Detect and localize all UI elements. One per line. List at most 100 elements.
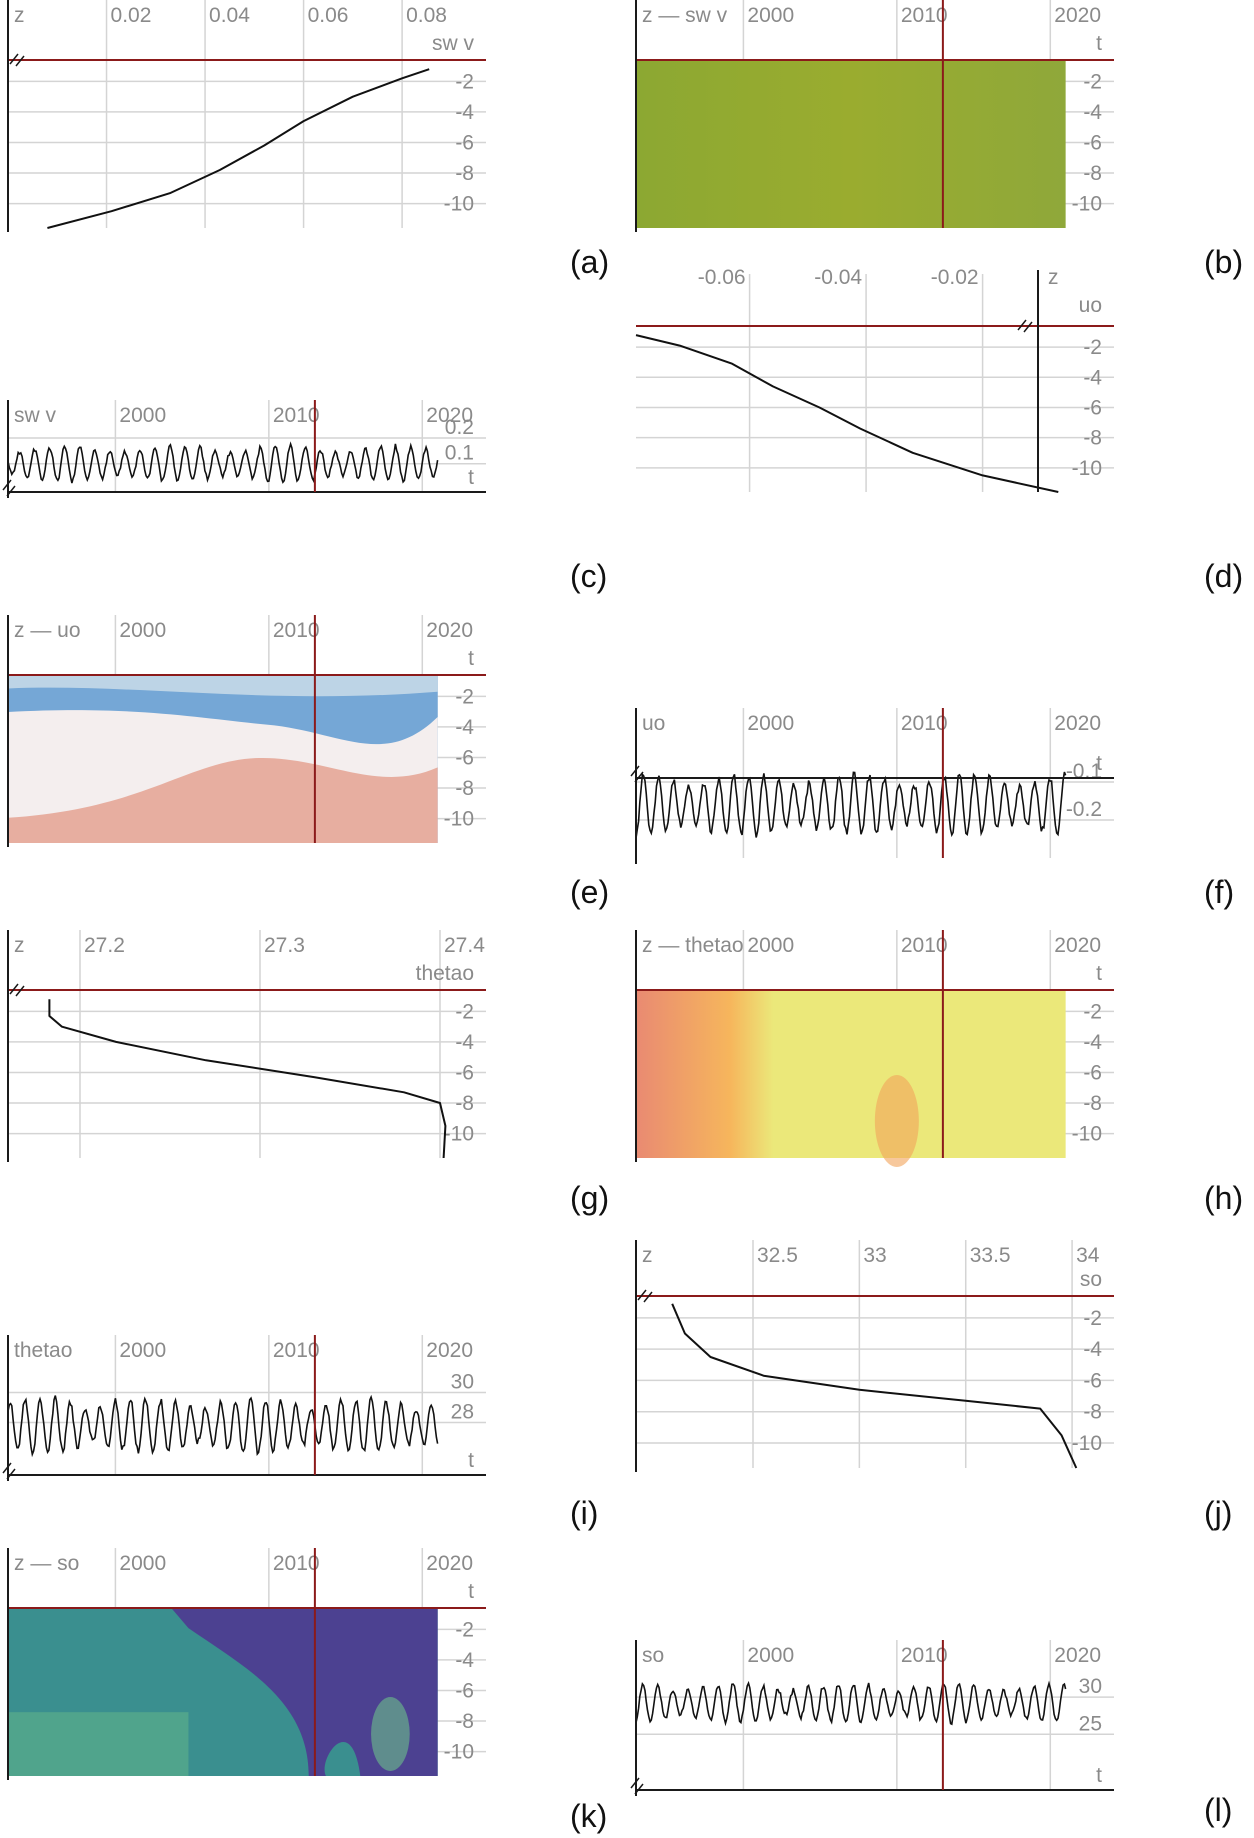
y-tick-label: -10 bbox=[1072, 193, 1102, 216]
panel-j: 32.5 33 33.5 34 -2 -4 -6 -8 -10 z so (j) bbox=[636, 1240, 1236, 1545]
chart-k: 2000 2010 2020-2-4-6-8-10z — sot bbox=[8, 1548, 588, 1838]
y-tick-label: -2 bbox=[1083, 1307, 1102, 1330]
y-tick-label: -4 bbox=[455, 1031, 474, 1054]
x-tick-label: -0.06 bbox=[698, 266, 746, 289]
y-tick-label: -6 bbox=[455, 131, 474, 154]
panel-i: 2000 2010 2020 30 28 thetao t (i) bbox=[8, 1335, 588, 1545]
panel-e: 2000 2010 2020 -2 -4 -6 -8 -10 z — uo t (e) bbox=[8, 615, 588, 915]
y-tick-label: -6 bbox=[1083, 131, 1102, 154]
y-tick-label: -10 bbox=[444, 193, 474, 216]
y-tick-label: -2 bbox=[1083, 336, 1102, 359]
x-tick-label: 33.5 bbox=[970, 1244, 1011, 1267]
heatmap-green-region bbox=[371, 1697, 410, 1771]
chart-title: z bbox=[14, 934, 25, 957]
y-tick-label: -6 bbox=[455, 1061, 474, 1084]
x-tick-label: 0.02 bbox=[111, 4, 152, 27]
y-tick-label: -6 bbox=[455, 746, 474, 769]
panel-letter: (k) bbox=[570, 1798, 607, 1835]
panel-b: 2000 2010 2020 -2 -4 -6 -8 -10 z — sw vt (b) bbox=[636, 0, 1236, 270]
chart-title: z bbox=[14, 4, 25, 27]
x-tick-label: 2020 bbox=[426, 1552, 473, 1575]
chart-title: sw v bbox=[14, 404, 57, 427]
y-tick-label: -6 bbox=[1083, 1369, 1102, 1392]
panel-f: 2000 2010 2020 -0.1 -0.2 uo t (f) bbox=[636, 708, 1236, 918]
y-tick-label: -10 bbox=[444, 1741, 474, 1764]
x-tick-label: 2020 bbox=[1054, 712, 1101, 735]
y-tick-label: -2 bbox=[455, 685, 474, 708]
x-axis-label: t bbox=[1096, 752, 1102, 775]
x-tick-label: 2020 bbox=[1054, 1644, 1101, 1667]
panel-d: -0.06 -0.04 -0.02 -2 -4 -6 -8 -10 z uo (d) bbox=[636, 300, 1236, 600]
x-tick-label: 2010 bbox=[273, 404, 320, 427]
series-line bbox=[636, 1683, 1066, 1724]
x-tick-label: -0.02 bbox=[931, 266, 979, 289]
x-tick-label: 2010 bbox=[901, 4, 948, 27]
panel-letter: (d) bbox=[1204, 558, 1243, 595]
panel-letter: (g) bbox=[570, 1180, 609, 1217]
x-tick-label: 0.06 bbox=[308, 4, 349, 27]
x-tick-label: 2000 bbox=[747, 1644, 794, 1667]
x-tick-label: 2020 bbox=[1054, 4, 1101, 27]
x-tick-label: 27.2 bbox=[84, 934, 125, 957]
y-tick-label: -4 bbox=[1083, 1338, 1102, 1361]
y-tick-label: -8 bbox=[1083, 427, 1102, 450]
x-axis-label: thetao bbox=[416, 962, 474, 985]
x-tick-label: 0.08 bbox=[406, 4, 447, 27]
chart-title: z — uo bbox=[14, 619, 81, 642]
chart-g: 27.2 27.3 27.4 -2 -4 -6 -8 -10 z thetao bbox=[8, 930, 588, 1220]
panel-a: 0.02 0.04 0.06 0.08 -2 -4 -6 -8 -10 z sw v (a) bbox=[8, 0, 588, 270]
chart-title: z — thetao bbox=[642, 934, 744, 957]
x-tick-label: 27.3 bbox=[264, 934, 305, 957]
chart-l: 2000 2010 20203025sot bbox=[636, 1640, 1216, 1838]
panel-l: 2000 2010 2020 30 25 so t (l) bbox=[636, 1640, 1236, 1838]
x-tick-label: 2000 bbox=[747, 934, 794, 957]
x-tick-label: 32.5 bbox=[757, 1244, 798, 1267]
x-axis-label: so bbox=[1080, 1268, 1102, 1291]
y-tick-label: -0.2 bbox=[1066, 798, 1102, 821]
x-axis-label: t bbox=[1096, 962, 1102, 985]
y-tick-label: 0.1 bbox=[445, 442, 474, 465]
chart-title: z — sw v bbox=[642, 4, 728, 27]
heatmap-green-region bbox=[8, 1712, 188, 1776]
y-tick-label: -6 bbox=[1083, 1061, 1102, 1084]
y-tick-label: -8 bbox=[1083, 1401, 1102, 1424]
x-tick-label: 2010 bbox=[901, 1644, 948, 1667]
chart-title: z bbox=[1048, 266, 1059, 289]
panel-letter: (j) bbox=[1204, 1495, 1232, 1532]
panel-letter: (b) bbox=[1204, 244, 1243, 281]
x-tick-label: 33 bbox=[863, 1244, 886, 1267]
y-tick-label: 30 bbox=[1079, 1675, 1102, 1698]
x-tick-label: 2020 bbox=[1054, 934, 1101, 957]
panel-h: 2000 2010 2020 -2 -4 -6 -8 -10 z — thetao t (h) bbox=[636, 930, 1236, 1220]
x-axis-label: t bbox=[1096, 1764, 1102, 1787]
x-tick-label: 2000 bbox=[119, 1339, 166, 1362]
heatmap-warm-patch bbox=[875, 1075, 919, 1167]
x-tick-label: 2020 bbox=[426, 619, 473, 642]
chart-title: uo bbox=[642, 712, 665, 735]
series-line bbox=[8, 1396, 438, 1455]
panel-c: 2000 2010 2020 0.2 0.1 sw vt (c) bbox=[8, 400, 588, 600]
panel-k: 2000 2010 2020 -2 -4 -6 -8 -10 z — so t (k) bbox=[8, 1548, 588, 1838]
x-tick-label: 2000 bbox=[119, 404, 166, 427]
y-tick-label: -10 bbox=[1072, 1432, 1102, 1455]
y-tick-label: -10 bbox=[444, 808, 474, 831]
y-tick-label: 25 bbox=[1079, 1712, 1102, 1735]
panel-letter: (a) bbox=[570, 244, 609, 281]
panel-letter: (f) bbox=[1204, 874, 1234, 911]
x-axis-label: t bbox=[468, 1449, 474, 1472]
x-tick-label: 2010 bbox=[901, 934, 948, 957]
x-tick-label: 2010 bbox=[273, 1339, 320, 1362]
y-tick-label: -6 bbox=[455, 1679, 474, 1702]
y-tick-label: -4 bbox=[1083, 1031, 1102, 1054]
y-tick-label: 30 bbox=[451, 1371, 474, 1394]
x-tick-label: -0.04 bbox=[814, 266, 862, 289]
y-tick-label: 28 bbox=[451, 1401, 474, 1424]
chart-title: thetao bbox=[14, 1339, 72, 1362]
y-tick-label: -2 bbox=[1083, 1000, 1102, 1023]
x-tick-label: 2010 bbox=[273, 619, 320, 642]
y-tick-label: -4 bbox=[455, 716, 474, 739]
y-tick-label: -4 bbox=[1083, 366, 1102, 389]
y-tick-label: -8 bbox=[455, 1710, 474, 1733]
chart-title: z — so bbox=[14, 1552, 79, 1575]
x-tick-label: 2000 bbox=[119, 1552, 166, 1575]
